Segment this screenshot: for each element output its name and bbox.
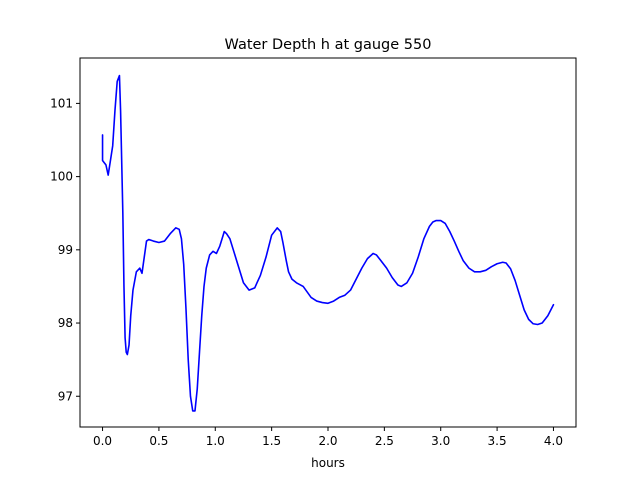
x-tick-label: 1.0: [206, 434, 225, 448]
plot-area: 0.0 0.5 1.0 1.5 2.0 2.5 3.0 3.5 4.0 97 98 99 100 101: [50, 57, 577, 448]
x-tick-label: 1.5: [262, 434, 281, 448]
y-tick-label: 99: [58, 243, 73, 257]
x-tick-label: 0.5: [149, 434, 168, 448]
y-tick-label: 101: [50, 96, 73, 110]
y-tick-label: 100: [50, 170, 73, 184]
chart-title: Water Depth h at gauge 550: [225, 37, 432, 53]
x-tick-label: 2.5: [375, 434, 394, 448]
x-tick-label: 4.0: [544, 434, 563, 448]
y-axis-ticks: 97 98 99 100 101: [50, 96, 80, 403]
x-axis-label: hours: [311, 456, 345, 470]
y-tick-label: 98: [58, 316, 73, 330]
x-tick-label: 2.0: [318, 434, 337, 448]
x-tick-label: 3.0: [431, 434, 450, 448]
y-tick-label: 97: [58, 389, 73, 403]
x-tick-label: 3.5: [488, 434, 507, 448]
series-layer: [101, 74, 555, 412]
x-tick-label: 0.0: [93, 434, 112, 448]
x-axis-ticks: 0.0 0.5 1.0 1.5 2.0 2.5 3.0 3.5 4.0: [93, 427, 563, 448]
series-line-0: [101, 74, 555, 412]
